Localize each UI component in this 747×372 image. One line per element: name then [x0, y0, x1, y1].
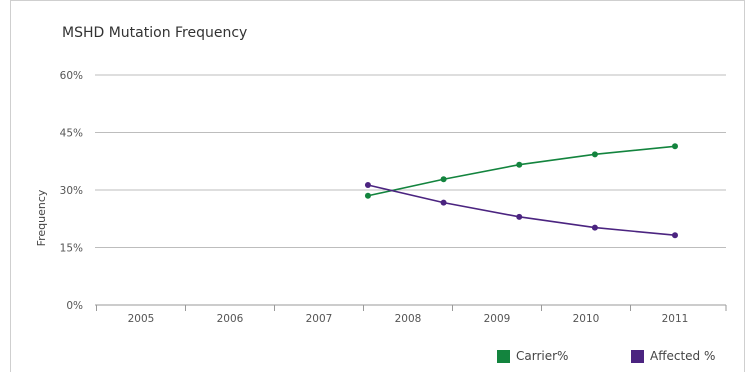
- legend-item-affected: Affected %: [631, 349, 715, 363]
- y-tick-label: 0%: [66, 300, 83, 312]
- series-0-point: [591, 151, 598, 158]
- series-0-point: [516, 161, 523, 168]
- series-1-point: [516, 213, 523, 220]
- y-tick-label: 15%: [60, 243, 83, 255]
- x-tick-label: 2006: [217, 313, 244, 325]
- legend-label-affected: Affected %: [650, 349, 716, 363]
- x-tick-label: 2008: [395, 313, 422, 325]
- chart-frame: [10, 0, 745, 372]
- legend-label-carrier: Carrier%: [516, 349, 569, 363]
- legend-swatch-carrier: [497, 349, 510, 363]
- legend-item-carrier: Carrier%: [497, 349, 568, 363]
- y-tick-label: 45%: [60, 128, 83, 140]
- series-0-point: [364, 192, 371, 199]
- series-line-1: [367, 184, 676, 237]
- y-tick-label: 30%: [60, 185, 83, 197]
- x-tick-label: 2005: [128, 313, 155, 325]
- series-0-point: [440, 176, 447, 183]
- x-tick-label: 2009: [484, 313, 511, 325]
- series-1-point: [672, 232, 678, 239]
- y-tick-label: 60%: [60, 70, 83, 82]
- chart-title: MSHD Mutation Frequency: [62, 25, 248, 41]
- legend-swatch-affected: [631, 349, 644, 363]
- x-tick-label: 2011: [662, 313, 689, 325]
- x-tick-label: 2010: [573, 313, 600, 325]
- series-1-point: [364, 182, 371, 189]
- series-line-0: [367, 145, 676, 197]
- x-tick-label: 2007: [306, 313, 333, 325]
- series-0-point: [672, 143, 678, 150]
- y-axis-label: Frequency: [35, 189, 48, 246]
- series-1-point: [440, 199, 447, 206]
- series-1-point: [591, 224, 598, 231]
